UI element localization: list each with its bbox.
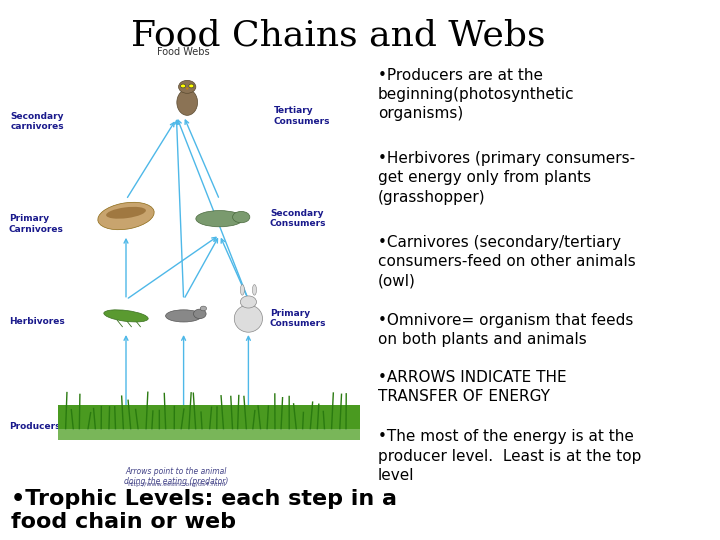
Text: Herbivores: Herbivores xyxy=(9,317,64,326)
Text: Food Webs: Food Webs xyxy=(157,46,210,57)
Ellipse shape xyxy=(189,84,194,88)
Text: •Trophic Levels: each step in a
food chain or web: •Trophic Levels: each step in a food cha… xyxy=(11,489,397,532)
Ellipse shape xyxy=(200,306,207,311)
Text: Arrows point to the animal
doing the eating (predator): Arrows point to the animal doing the eat… xyxy=(125,467,228,487)
Polygon shape xyxy=(186,87,189,90)
Text: •Producers are at the
beginning(photosynthetic
organisms): •Producers are at the beginning(photosyn… xyxy=(378,68,575,121)
Ellipse shape xyxy=(177,90,197,116)
Text: •The most of the energy is at the
producer level.  Least is at the top
level: •The most of the energy is at the produc… xyxy=(378,429,642,483)
Text: Secondary
Consumers: Secondary Consumers xyxy=(270,209,326,228)
Ellipse shape xyxy=(253,285,256,295)
Text: Food Chains and Webs: Food Chains and Webs xyxy=(131,19,546,53)
Text: •Omnivore= organism that feeds
on both plants and animals: •Omnivore= organism that feeds on both p… xyxy=(378,313,634,347)
Text: Producers: Producers xyxy=(9,422,60,431)
Text: Primary
Carnivores: Primary Carnivores xyxy=(9,214,63,234)
Ellipse shape xyxy=(194,309,206,319)
Ellipse shape xyxy=(240,296,256,308)
Text: •Herbivores (primary consumers-
get energy only from plants
(grasshopper): •Herbivores (primary consumers- get ener… xyxy=(378,151,635,205)
Ellipse shape xyxy=(98,202,154,230)
Text: Primary
Consumers: Primary Consumers xyxy=(270,309,326,328)
Ellipse shape xyxy=(179,80,196,93)
Ellipse shape xyxy=(166,310,202,322)
Ellipse shape xyxy=(106,207,146,219)
Text: •Carnivores (secondary/tertiary
consumers-feed on other animals
(owl): •Carnivores (secondary/tertiary consumer… xyxy=(378,235,636,288)
Text: Tertiary
Consumers: Tertiary Consumers xyxy=(274,106,330,126)
Ellipse shape xyxy=(181,84,186,88)
Ellipse shape xyxy=(234,305,263,332)
Ellipse shape xyxy=(233,212,250,223)
Bar xyxy=(58,429,360,440)
Text: •ARROWS INDICATE THE
TRANSFER OF ENERGY: •ARROWS INDICATE THE TRANSFER OF ENERGY xyxy=(378,370,567,404)
Ellipse shape xyxy=(196,211,243,227)
Text: Secondary
carnivores: Secondary carnivores xyxy=(11,112,64,131)
Bar xyxy=(58,405,360,440)
Ellipse shape xyxy=(240,285,244,295)
Ellipse shape xyxy=(104,310,148,322)
Text: http://www.eesinc.org/ds4.html: http://www.eesinc.org/ds4.html xyxy=(127,482,225,487)
